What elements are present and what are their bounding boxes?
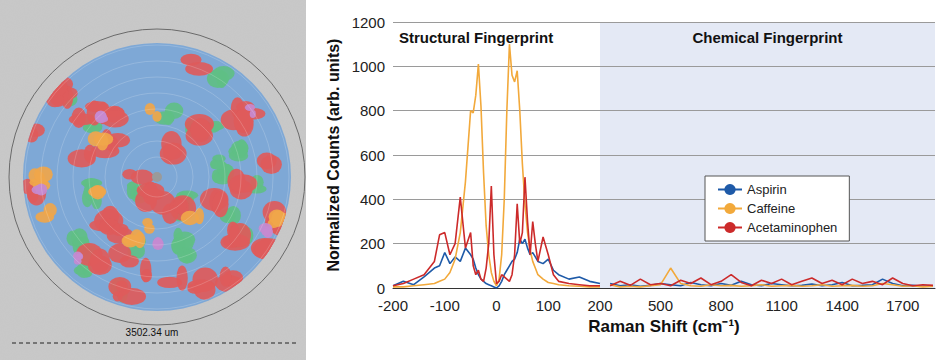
- svg-text:1000: 1000: [352, 58, 385, 75]
- svg-text:0: 0: [377, 280, 385, 297]
- svg-text:1200: 1200: [352, 14, 385, 31]
- svg-text:Structural Fingerprint: Structural Fingerprint: [399, 29, 553, 46]
- svg-text:800: 800: [709, 297, 734, 314]
- svg-text:0: 0: [492, 297, 500, 314]
- svg-text:100: 100: [536, 297, 561, 314]
- svg-text:Aspirin: Aspirin: [747, 182, 787, 197]
- svg-text:Raman Shift (cm⁻¹): Raman Shift (cm⁻¹): [588, 317, 739, 336]
- svg-text:200: 200: [360, 235, 385, 252]
- svg-text:1700: 1700: [886, 297, 919, 314]
- svg-text:-200: -200: [378, 297, 408, 314]
- svg-text:3502.34 um: 3502.34 um: [126, 327, 179, 338]
- svg-text:800: 800: [360, 102, 385, 119]
- svg-text:600: 600: [360, 147, 385, 164]
- svg-text:1100: 1100: [765, 297, 797, 314]
- svg-text:-100: -100: [430, 297, 460, 314]
- svg-text:Acetaminophen: Acetaminophen: [747, 220, 837, 235]
- svg-text:Normalized Counts (arb. units): Normalized Counts (arb. units): [325, 39, 342, 272]
- svg-text:400: 400: [360, 191, 385, 208]
- svg-text:500: 500: [648, 297, 673, 314]
- svg-text:Chemical Fingerprint: Chemical Fingerprint: [692, 29, 842, 46]
- svg-text:Caffeine: Caffeine: [747, 201, 795, 216]
- svg-text:200: 200: [587, 297, 612, 314]
- svg-text:1400: 1400: [825, 297, 858, 314]
